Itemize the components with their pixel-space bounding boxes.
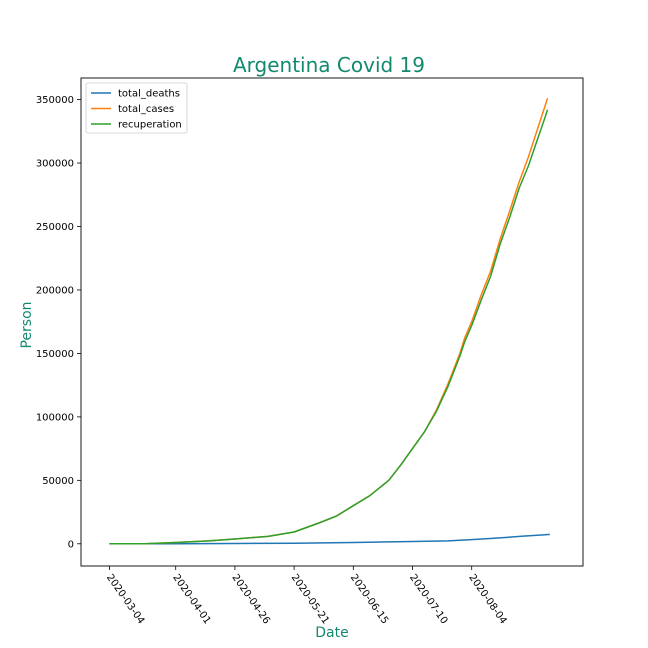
legend-label: total_deaths [118, 89, 180, 100]
y-tick-label: 100000 [36, 412, 74, 423]
x-tick-label: 2020-06-15 [348, 572, 390, 626]
y-tick-label: 150000 [36, 349, 74, 360]
y-tick-label: 50000 [42, 476, 74, 487]
x-tick-label: 2020-05-21 [289, 572, 331, 626]
x-tick-label: 2020-04-26 [229, 572, 271, 626]
chart-title: Argentina Covid 19 [233, 53, 425, 77]
x-tick-label: 2020-07-10 [407, 572, 449, 626]
series-line-recuperation [109, 109, 549, 545]
y-tick-label: 300000 [36, 159, 74, 170]
legend-label: recuperation [118, 120, 182, 131]
y-tick-label: 350000 [36, 95, 74, 106]
x-tick-label: 2020-08-04 [466, 572, 508, 626]
legend-label: total_cases [118, 104, 174, 115]
axes-frame [80, 77, 584, 567]
y-tick-label: 250000 [36, 222, 74, 233]
x-tick-label: 2020-04-01 [170, 572, 212, 626]
y-axis: 0 50000 100000 150000 200000 250000 300000 3500… [36, 95, 81, 550]
series-line-total-deaths [109, 533, 550, 545]
legend-box [85, 82, 188, 134]
y-tick-label: 200000 [36, 285, 74, 296]
plot-area [109, 98, 550, 545]
legend: total_deaths total_cases recuperation [85, 82, 188, 134]
y-axis-label: Person [19, 301, 35, 348]
y-tick-label: 0 [68, 539, 74, 550]
x-tick-label: 2020-03-04 [104, 572, 146, 626]
x-axis: 2020-03-04 2020-04-01 2020-04-26 2020-05-21… [104, 566, 509, 626]
x-axis-label: Date [315, 625, 348, 641]
series-line-total-cases [109, 98, 549, 545]
